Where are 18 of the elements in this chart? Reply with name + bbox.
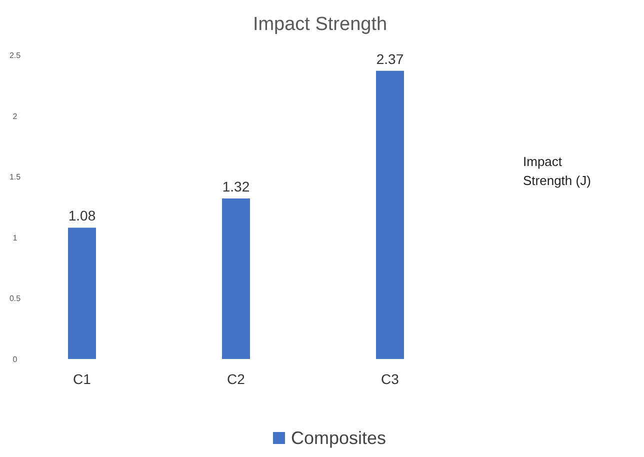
y-tick-label: 2.5 (9, 51, 22, 60)
y-tick-label: 1 (12, 233, 18, 242)
bar (222, 198, 250, 359)
chart-title: Impact Strength (252, 14, 388, 35)
data-label: 1.32 (222, 178, 250, 194)
y-tick-label: 0.5 (9, 294, 22, 304)
bar (68, 228, 96, 359)
bar (376, 70, 404, 359)
x-tick-label: C1 (73, 371, 92, 387)
y-tick-label: 0 (12, 355, 18, 364)
y-tick-label: 2 (12, 112, 18, 121)
x-tick-label: C2 (227, 371, 246, 387)
x-tick-label: C3 (381, 371, 400, 387)
y-tick-label: 1.5 (9, 172, 22, 182)
data-label: 2.37 (376, 50, 404, 67)
legend-label: Composites (291, 428, 386, 448)
text: Impact Strength (J) (523, 154, 591, 188)
data-label: 1.08 (68, 208, 96, 224)
